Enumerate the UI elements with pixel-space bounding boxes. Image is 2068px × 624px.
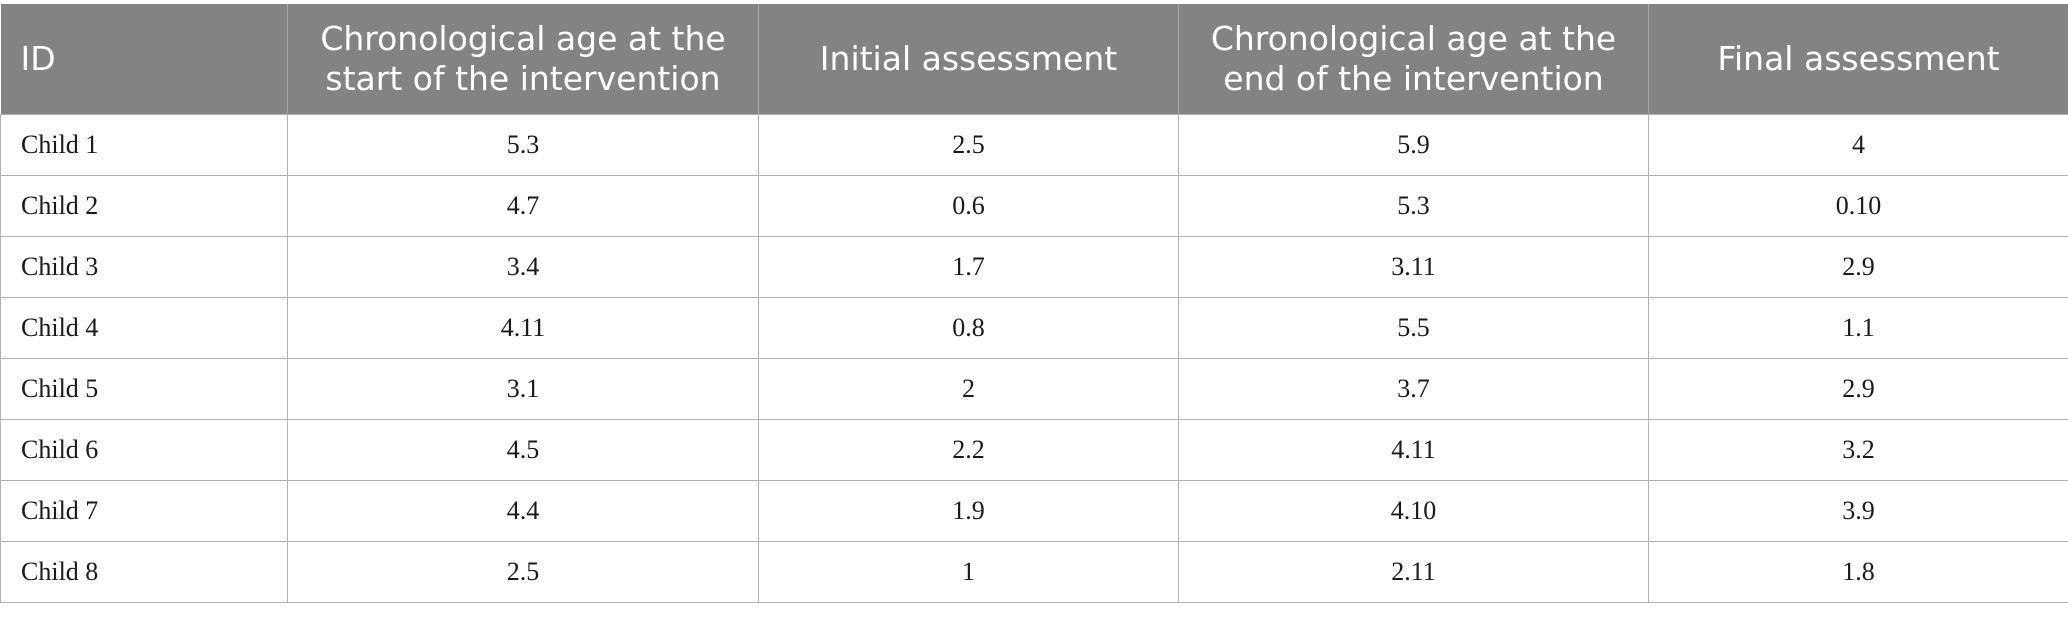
cell-initial-assessment: 2.2 [758,418,1179,481]
cell-age-end: 3.7 [1178,357,1649,420]
header-final-assessment: Final assessment [1648,4,2068,114]
cell-age-start: 4.4 [287,479,759,542]
cell-final-assessment: 0.10 [1648,174,2068,237]
data-table: ID Chronological age at the start of the… [0,4,2068,603]
header-id: ID [0,4,288,114]
cell-id: Child 6 [0,418,288,481]
table-row: Child 7 4.4 1.9 4.10 3.9 [0,479,2068,542]
cell-age-start: 3.4 [287,235,759,298]
cell-age-end: 5.5 [1178,296,1649,359]
cell-id: Child 8 [0,540,288,603]
cell-age-end: 5.3 [1178,174,1649,237]
header-row: ID Chronological age at the start of the… [0,4,2068,114]
cell-age-start: 5.3 [287,113,759,176]
cell-age-start: 4.5 [287,418,759,481]
header-age-start: Chronological age at the start of the in… [287,4,759,114]
cell-initial-assessment: 2 [758,357,1179,420]
cell-final-assessment: 3.2 [1648,418,2068,481]
table-row: Child 4 4.11 0.8 5.5 1.1 [0,296,2068,359]
cell-age-start: 3.1 [287,357,759,420]
cell-age-end: 5.9 [1178,113,1649,176]
cell-final-assessment: 2.9 [1648,235,2068,298]
cell-final-assessment: 1.1 [1648,296,2068,359]
cell-initial-assessment: 1.7 [758,235,1179,298]
data-table-container: ID Chronological age at the start of the… [0,4,2068,603]
table-row: Child 5 3.1 2 3.7 2.9 [0,357,2068,420]
cell-age-end: 4.11 [1178,418,1649,481]
cell-id: Child 1 [0,113,288,176]
cell-final-assessment: 2.9 [1648,357,2068,420]
header-initial-assessment: Initial assessment [758,4,1179,114]
cell-id: Child 5 [0,357,288,420]
table-header: ID Chronological age at the start of the… [0,4,2068,114]
table-row: Child 3 3.4 1.7 3.11 2.9 [0,235,2068,298]
cell-initial-assessment: 0.8 [758,296,1179,359]
cell-age-start: 4.11 [287,296,759,359]
cell-id: Child 7 [0,479,288,542]
cell-age-end: 3.11 [1178,235,1649,298]
table-row: Child 2 4.7 0.6 5.3 0.10 [0,174,2068,237]
cell-initial-assessment: 0.6 [758,174,1179,237]
cell-age-end: 2.11 [1178,540,1649,603]
cell-age-end: 4.10 [1178,479,1649,542]
table-row: Child 6 4.5 2.2 4.11 3.2 [0,418,2068,481]
table-row: Child 8 2.5 1 2.11 1.8 [0,540,2068,603]
cell-final-assessment: 4 [1648,113,2068,176]
cell-id: Child 3 [0,235,288,298]
cell-initial-assessment: 2.5 [758,113,1179,176]
cell-final-assessment: 3.9 [1648,479,2068,542]
table-body: Child 1 5.3 2.5 5.9 4 Child 2 4.7 0.6 5.… [0,113,2068,603]
cell-id: Child 2 [0,174,288,237]
table-row: Child 1 5.3 2.5 5.9 4 [0,113,2068,176]
cell-initial-assessment: 1 [758,540,1179,603]
cell-final-assessment: 1.8 [1648,540,2068,603]
cell-id: Child 4 [0,296,288,359]
cell-age-start: 4.7 [287,174,759,237]
header-age-end: Chronological age at the end of the inte… [1178,4,1649,114]
cell-initial-assessment: 1.9 [758,479,1179,542]
cell-age-start: 2.5 [287,540,759,603]
